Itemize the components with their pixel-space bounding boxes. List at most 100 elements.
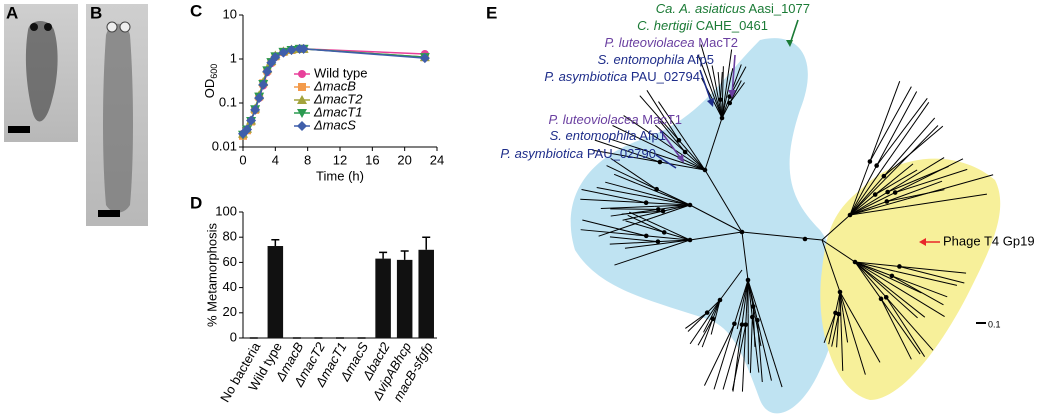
- branch: [624, 242, 665, 249]
- branch: [605, 181, 657, 197]
- y-tick-label: 1: [230, 50, 237, 65]
- branch: [700, 44, 715, 89]
- arrows: [655, 19, 986, 324]
- branch: [711, 65, 719, 98]
- branch: [849, 201, 887, 216]
- branch: [879, 283, 918, 319]
- branch: [821, 214, 851, 241]
- x-tick-label: 16: [365, 152, 379, 167]
- branch: [883, 117, 936, 177]
- gene: PAU_02794: [631, 69, 700, 84]
- x-tick-label: 8: [304, 152, 311, 167]
- legend-label: ΔmacT2: [313, 91, 363, 106]
- branch: [849, 175, 885, 216]
- x-tick-label: 12: [333, 152, 347, 167]
- branch: [849, 191, 888, 216]
- error-bar: [422, 236, 431, 250]
- branch: [710, 313, 717, 335]
- branch: [729, 82, 745, 104]
- x-axis-label: Time (h): [316, 168, 364, 183]
- branch: [594, 139, 661, 163]
- branch: [614, 249, 660, 266]
- branch: [854, 261, 892, 285]
- branch: [658, 204, 691, 210]
- branch: [717, 72, 721, 100]
- bar: [375, 258, 391, 338]
- branch: [628, 211, 666, 230]
- tree-label: S. entomophila Afp1: [550, 128, 666, 143]
- species: S. entomophila: [598, 52, 685, 67]
- x-tick-label: 0: [239, 152, 246, 167]
- species: P. luteoviolacea: [605, 35, 695, 50]
- branch: [881, 101, 930, 171]
- tree-labels: Ca. A. asiaticus Aasi_1077 C. hertigii CA…: [500, 1, 1034, 329]
- y-tick-label: 0.1: [219, 94, 237, 109]
- branch: [606, 165, 657, 190]
- y-axis-label-main: OD: [202, 79, 217, 99]
- tree-label: P. luteoviolacea MacT1: [549, 112, 682, 127]
- branch: [854, 261, 896, 272]
- eye: [44, 23, 52, 31]
- branch: [592, 149, 661, 163]
- branch: [654, 124, 686, 153]
- branch: [596, 186, 653, 199]
- branch: [839, 291, 851, 326]
- branch: [891, 275, 948, 298]
- species: S. entomophila: [550, 128, 637, 143]
- branch: [885, 296, 934, 351]
- branch: [701, 318, 714, 348]
- branch: [664, 231, 691, 241]
- branch: [849, 206, 905, 216]
- branch: [655, 195, 691, 206]
- branch: [854, 261, 882, 275]
- y-tick-label: 0.01: [212, 138, 237, 153]
- branch: [891, 275, 944, 306]
- gene: PAU_02790: [587, 146, 656, 161]
- gene: MacT1: [642, 112, 682, 127]
- branch: [612, 125, 669, 153]
- tree-label: S. entomophila Afp5: [598, 52, 714, 67]
- branch: [854, 261, 900, 267]
- branch: [689, 204, 743, 233]
- marker: [242, 124, 253, 135]
- species: P. luteoviolacea: [549, 112, 639, 127]
- branch: [876, 91, 918, 166]
- marker: [298, 70, 306, 78]
- branch: [719, 71, 723, 100]
- branch: [849, 169, 882, 216]
- branch: [722, 324, 743, 390]
- branch: [745, 279, 749, 325]
- branch: [580, 198, 647, 204]
- tree-label: P. asymbiotica PAU_02790: [500, 146, 656, 161]
- marker: [254, 92, 265, 103]
- panel-label: B: [90, 3, 102, 22]
- branch: [610, 208, 659, 210]
- branch: [756, 320, 772, 381]
- branch: [839, 291, 842, 324]
- legend-label: Wild type: [314, 65, 367, 80]
- gene: Afp5: [687, 52, 714, 67]
- gene: CAHE_0461: [696, 18, 768, 33]
- branch: [722, 66, 724, 98]
- branch: [703, 312, 714, 333]
- branch: [646, 90, 680, 141]
- branch: [654, 204, 691, 207]
- panel-label: D: [190, 193, 202, 212]
- branch: [646, 235, 691, 241]
- arrow-head: [707, 98, 714, 107]
- gene: MacT2: [698, 35, 738, 50]
- y-tick-label: 10: [223, 6, 237, 21]
- branch: [749, 317, 753, 373]
- tree: [580, 44, 994, 392]
- branch: [834, 291, 841, 313]
- branch: [876, 97, 928, 166]
- y-axis-label-sub: 600: [209, 64, 219, 79]
- branch: [608, 138, 667, 158]
- branch: [855, 319, 881, 363]
- branch: [849, 192, 896, 216]
- branch: [882, 283, 926, 318]
- branch: [881, 273, 922, 294]
- error-bar: [271, 238, 280, 247]
- species: Ca. A. asiaticus: [656, 1, 746, 16]
- branch: [869, 81, 901, 162]
